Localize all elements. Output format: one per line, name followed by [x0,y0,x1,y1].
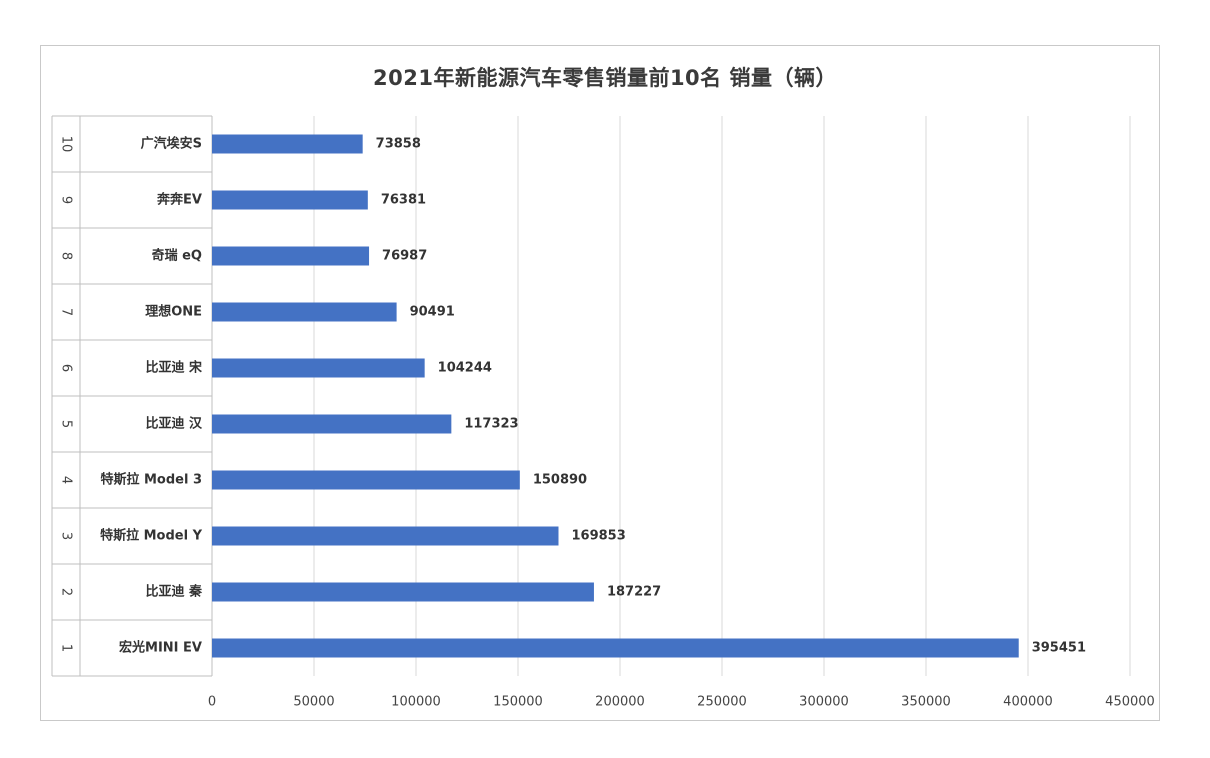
bar [212,582,594,602]
rank-label: 6 [59,364,74,372]
x-tick-label: 200000 [595,695,645,710]
category-label: 特斯拉 Model Y [100,528,202,544]
category-label: 比亚迪 宋 [145,360,203,376]
rank-label: 7 [59,308,74,316]
rank-label: 1 [59,644,74,652]
data-label: 76987 [382,249,427,264]
data-label: 169853 [572,529,626,544]
data-label: 395451 [1032,641,1086,656]
category-label: 广汽埃安S [141,136,202,152]
category-label: 宏光MINI EV [119,640,202,656]
bar [212,246,370,266]
category-label: 比亚迪 汉 [145,416,203,432]
rank-label: 10 [59,136,74,153]
rank-label: 4 [59,476,74,484]
x-tick-label: 100000 [391,695,441,710]
rank-label: 3 [59,532,74,540]
data-label: 150890 [533,473,587,488]
x-tick-label: 450000 [1105,695,1155,710]
data-label: 104244 [438,361,492,376]
bar [212,414,452,434]
rank-label: 9 [59,196,74,204]
bar [212,302,397,322]
data-label: 187227 [607,585,661,600]
chart-title: 2021年新能源汽车零售销量前10名 销量（辆） [373,66,837,90]
rank-label: 8 [59,252,74,260]
bar [212,358,425,378]
x-tick-label: 300000 [799,695,849,710]
category-label: 比亚迪 秦 [145,584,203,600]
rank-label: 5 [59,420,74,428]
category-label: 理想ONE [145,304,202,320]
data-label: 73858 [376,137,421,152]
x-tick-label: 250000 [697,695,747,710]
bar [212,526,559,546]
x-tick-label: 0 [208,695,216,710]
data-label: 76381 [381,193,426,208]
rank-label: 2 [59,588,74,596]
x-tick-label: 400000 [1003,695,1053,710]
x-tick-label: 50000 [293,695,334,710]
data-label: 117323 [464,417,518,432]
x-tick-label: 150000 [493,695,543,710]
category-label: 特斯拉 Model 3 [100,472,202,488]
category-label: 奔奔EV [156,192,202,208]
x-tick-label: 350000 [901,695,951,710]
chart-frame [40,45,1160,721]
bar [212,134,363,154]
bar [212,638,1019,658]
bar [212,190,368,210]
bar [212,470,520,490]
category-label: 奇瑞 eQ [152,248,202,264]
data-label: 90491 [410,305,455,320]
